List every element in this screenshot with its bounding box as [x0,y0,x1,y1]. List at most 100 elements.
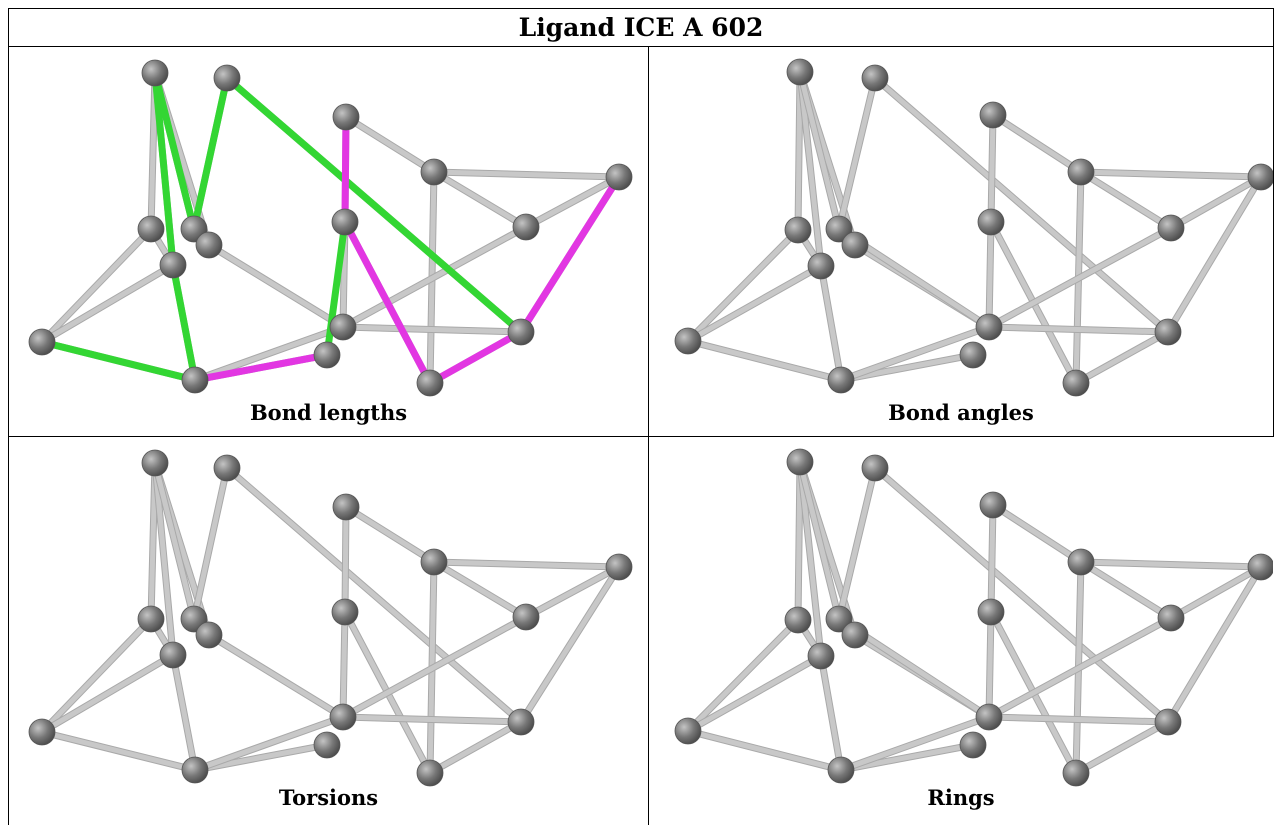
atom-6 [825,605,853,633]
atom-12 [975,313,1003,341]
bond-16 [170,652,198,773]
bond-3 [152,460,197,622]
highlight-green-bond-4 [38,338,199,384]
atom-11 [28,718,56,746]
atom-9 [807,642,835,670]
molecule-bond-angles [674,58,1273,397]
bond-8 [431,559,622,570]
bond-13 [685,617,801,734]
bond-12 [1165,564,1264,725]
bond-24 [838,324,992,383]
atom-12 [975,703,1003,731]
panel-bond-lengths: Bond lengths [9,47,648,436]
bond-21 [340,324,524,335]
bond-1 [797,459,824,659]
bond-15 [685,653,824,734]
bond-11 [1168,564,1264,621]
bond-9 [431,169,529,230]
bond-19 [986,609,994,720]
atom-3 [1067,158,1095,186]
atom-9 [807,252,835,280]
atom-7 [841,621,869,649]
bond-7 [343,504,437,565]
bond-5 [872,75,1171,335]
bond-13 [39,226,154,345]
figure-title: Ligand ICE A 602 [518,12,764,42]
bond-4 [836,465,878,622]
figure-frame: Ligand ICE A 602 Bond lengths Bond angle… [8,8,1274,825]
caption-rings: Rings [927,785,995,810]
atom-6 [825,215,853,243]
atom-8 [331,598,359,626]
bond-13 [685,227,801,344]
atom-15 [827,756,855,784]
bond-3 [797,459,842,622]
bond-12 [1165,174,1264,335]
bond-12 [518,564,622,725]
atom-1 [861,64,889,92]
border-title-bottom [8,46,1274,47]
bond-4 [836,75,878,232]
atom-11 [28,328,56,356]
atom-14 [959,341,987,369]
atom-8 [331,208,359,236]
atom-16 [1062,759,1090,787]
bond-7 [343,114,437,175]
atom-14 [959,731,987,759]
bond-16 [818,653,844,773]
atom-0 [786,448,814,476]
bond-9 [1078,169,1174,231]
atom-13 [507,318,535,346]
bond-25 [427,719,524,776]
bond-22 [986,615,1174,720]
bond-21 [340,714,524,725]
atom-10 [1157,214,1185,242]
highlight-magenta-bond-0 [341,113,350,226]
highlight-magenta-bond-4 [517,173,623,336]
bond-8 [1078,559,1264,570]
bond-4 [191,465,230,622]
highlight-green-bond-0 [151,69,177,269]
atom-1 [213,454,241,482]
bond-15 [39,652,176,735]
bond-8 [1078,169,1264,180]
atom-4 [1247,163,1273,191]
bond-11 [523,174,622,230]
atom-16 [416,759,444,787]
atom-16 [1062,369,1090,397]
bond-9 [1078,559,1174,621]
highlight-green-bond-2 [190,74,231,233]
atom-14 [313,731,341,759]
atom-0 [141,449,169,477]
bond-25 [1073,719,1171,776]
molecule-rings [674,448,1273,787]
bond-8 [431,169,622,180]
atom-15 [827,366,855,394]
atom-7 [195,621,223,649]
bond-24 [838,714,992,773]
atom-12 [329,703,357,731]
atom-13 [1154,708,1182,736]
bond-13 [39,616,154,735]
atom-14 [313,341,341,369]
bond-5 [224,465,524,725]
highlight-magenta-bond-3 [426,328,525,387]
atom-11 [674,327,702,355]
atom-4 [605,553,633,581]
atom-5 [784,216,812,244]
caption-bond-lengths: Bond lengths [249,400,408,425]
atom-5 [137,605,165,633]
highlight-magenta-bond-2 [341,218,434,387]
atom-7 [841,231,869,259]
atom-15 [181,366,209,394]
atom-0 [141,59,169,87]
bond-24 [192,324,346,383]
bond-6 [988,112,996,225]
panel-torsions: Torsions [9,437,648,825]
panel-bond-angles: Bond angles [649,47,1273,436]
atom-11 [674,717,702,745]
atom-16 [416,369,444,397]
bond-1 [797,69,824,269]
bond-6 [988,502,996,615]
atom-5 [784,606,812,634]
